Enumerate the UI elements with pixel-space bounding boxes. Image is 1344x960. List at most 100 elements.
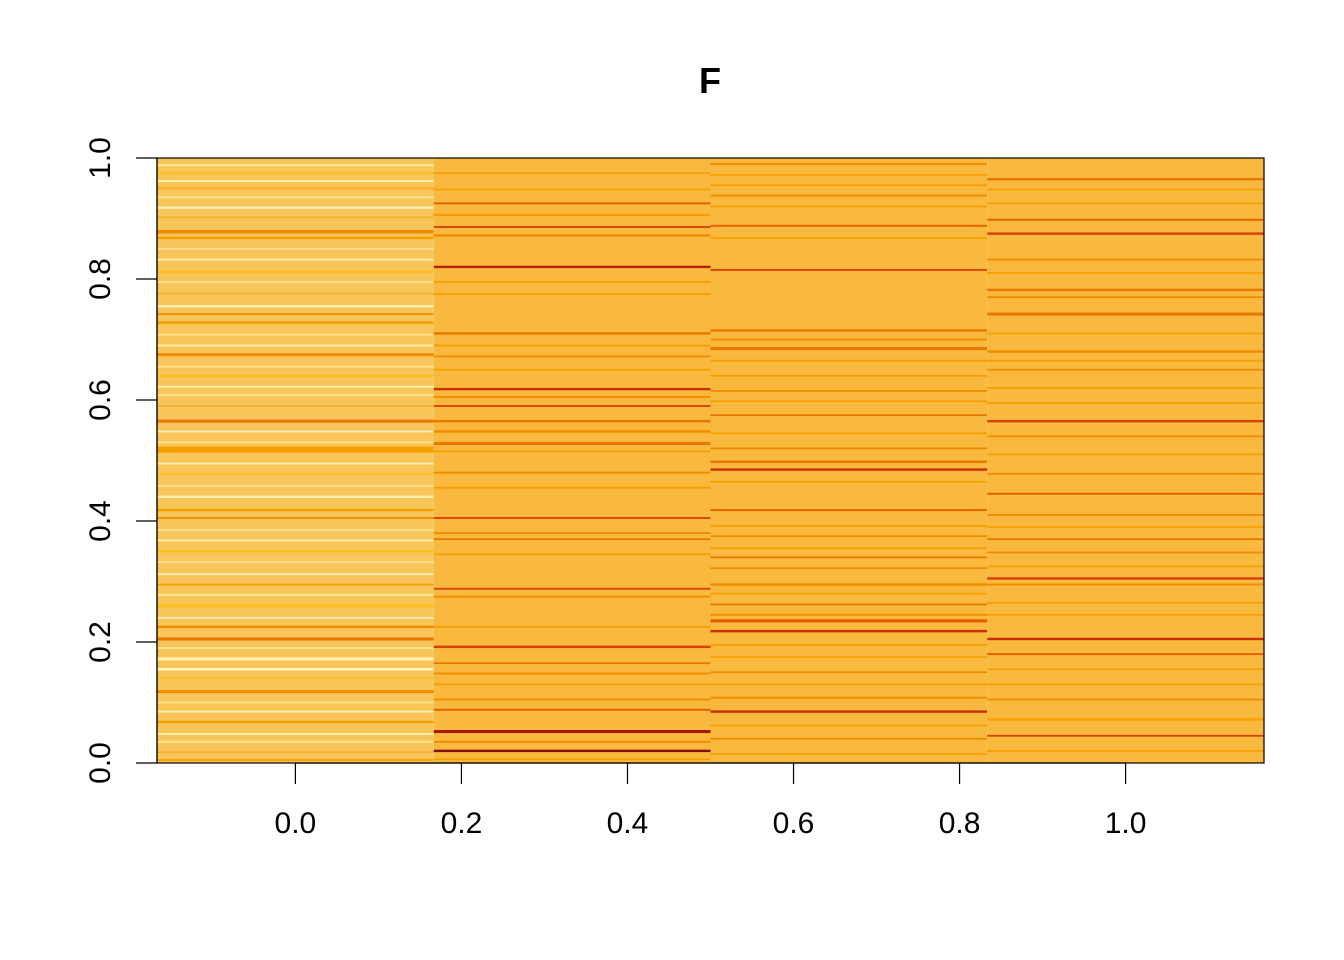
heatmap-cell-2-27 xyxy=(710,583,988,586)
heatmap-cell-1-29 xyxy=(433,645,711,649)
y-tick-label: 0.4 xyxy=(84,500,117,542)
heatmap-cell-0-11 xyxy=(157,270,434,273)
heatmap-cell-0-28 xyxy=(157,446,434,453)
heatmap-cell-2-41 xyxy=(710,753,988,755)
heatmap-cell-0-48 xyxy=(157,668,434,671)
heatmap-cell-3-21 xyxy=(987,514,1264,516)
heatmap-cell-0-19 xyxy=(157,353,434,357)
heatmap-cell-0-57 xyxy=(157,759,434,761)
heatmap-cell-0-32 xyxy=(157,495,434,499)
heatmap-cell-3-24 xyxy=(987,551,1264,554)
x-tick-label: 1.0 xyxy=(1105,807,1147,840)
heatmap-cell-0-5 xyxy=(157,206,434,209)
heatmap-cell-2-39 xyxy=(710,724,988,727)
heatmap-cell-3-1 xyxy=(987,188,1264,191)
heatmap-cell-1-13 xyxy=(433,387,711,391)
y-tick-label: 0.6 xyxy=(84,379,117,421)
heatmap-cell-3-37 xyxy=(987,749,1264,752)
heatmap-cell-2-34 xyxy=(710,656,988,659)
x-tick-label: 0.0 xyxy=(275,807,317,840)
heatmap-cell-2-37 xyxy=(710,696,988,699)
heatmap-cell-1-36 xyxy=(433,740,711,743)
heatmap-cell-0-20 xyxy=(157,365,434,368)
heatmap-cell-0-13 xyxy=(157,292,434,295)
y-axis: 0.0 0.2 0.4 0.6 0.8 1.0 xyxy=(84,137,158,784)
heatmap-cell-0-31 xyxy=(157,485,434,487)
heatmap-cell-3-28 xyxy=(987,601,1264,604)
heatmap-cell-0-15 xyxy=(157,313,434,315)
heatmap-cell-2-25 xyxy=(710,556,988,559)
heatmap-cell-0-30 xyxy=(157,472,434,475)
heatmap-cell-0-50 xyxy=(157,690,434,694)
heatmap-cell-3-12 xyxy=(987,359,1264,362)
heatmap-cell-0-23 xyxy=(157,394,434,397)
heatmap-cell-3-31 xyxy=(987,653,1264,656)
heatmap-cell-2-16 xyxy=(710,432,988,435)
heatmap-cell-2-24 xyxy=(710,547,988,550)
heatmap-cell-3-26 xyxy=(987,577,1264,580)
heatmap-cell-3-15 xyxy=(987,402,1264,404)
heatmap-cell-1-0 xyxy=(433,172,711,175)
heatmap-cell-2-22 xyxy=(710,524,988,527)
heatmap-cell-3-17 xyxy=(987,435,1264,438)
heatmap-cell-2-13 xyxy=(710,390,988,392)
heatmap-cell-0-16 xyxy=(157,321,434,324)
x-tick-label: 0.8 xyxy=(939,807,981,840)
heatmap-cell-2-23 xyxy=(710,535,988,538)
heatmap-cell-0-4 xyxy=(157,196,434,199)
heatmap-cell-1-28 xyxy=(433,625,711,628)
heatmap-cell-1-31 xyxy=(433,672,711,675)
heatmap-cell-0-42 xyxy=(157,603,434,608)
heatmap-cell-1-22 xyxy=(433,517,711,519)
heatmap-cell-0-56 xyxy=(157,751,434,754)
heatmap-cell-3-23 xyxy=(987,538,1264,541)
y-tick-label: 0.0 xyxy=(84,742,117,784)
heatmap-cell-0-52 xyxy=(157,710,434,713)
heatmap-cell-0-27 xyxy=(157,441,434,444)
heatmap-cell-1-4 xyxy=(433,226,711,228)
heatmap-cell-2-33 xyxy=(710,644,988,646)
heatmap-cell-0-40 xyxy=(157,583,434,586)
heatmap-cell-0-49 xyxy=(157,677,434,680)
heatmap-cell-3-35 xyxy=(987,718,1264,721)
heatmap-cell-0-18 xyxy=(157,344,434,347)
heatmap-cell-2-8 xyxy=(710,329,988,332)
heatmap-cell-2-31 xyxy=(710,619,988,623)
heatmap-cell-1-17 xyxy=(433,430,711,433)
heatmap-cell-0-0 xyxy=(157,164,434,167)
heatmap-cell-3-3 xyxy=(987,218,1264,221)
heatmap-cell-1-3 xyxy=(433,213,711,217)
heatmap-cell-3-14 xyxy=(987,386,1264,389)
heatmap-cell-0-47 xyxy=(157,657,434,661)
heatmap-column-1 xyxy=(433,158,711,763)
x-tick-label: 0.6 xyxy=(773,807,815,840)
heatmap-cell-2-28 xyxy=(710,592,988,595)
heatmap-cell-2-36 xyxy=(710,683,988,686)
heatmap-cell-0-55 xyxy=(157,740,434,744)
heatmap-cell-1-15 xyxy=(433,405,711,407)
heatmap-cell-0-35 xyxy=(157,529,434,531)
heatmap-cell-0-8 xyxy=(157,236,434,240)
heatmap-cell-1-21 xyxy=(433,486,711,489)
heatmap-cell-1-5 xyxy=(433,234,711,237)
heatmap-cell-0-51 xyxy=(157,701,434,704)
heatmap-cell-2-2 xyxy=(710,184,988,187)
heatmap-cell-3-25 xyxy=(987,565,1264,568)
heatmap-cell-1-27 xyxy=(433,595,711,598)
heatmap-cell-0-38 xyxy=(157,561,434,564)
heatmap-cell-3-5 xyxy=(987,258,1264,261)
heatmap-cell-3-18 xyxy=(987,453,1264,456)
heatmap-cell-3-27 xyxy=(987,583,1264,586)
heatmap-cell-1-16 xyxy=(433,419,711,423)
heatmap-cell-2-1 xyxy=(710,174,988,176)
heatmap-cell-2-40 xyxy=(710,737,988,740)
heatmap-cell-0-6 xyxy=(157,216,434,219)
heatmap-cell-3-0 xyxy=(987,177,1264,181)
heatmap-cell-3-6 xyxy=(987,272,1264,274)
heatmap-cell-1-35 xyxy=(433,730,711,734)
y-tick-label: 0.2 xyxy=(84,621,117,663)
heatmap-cell-0-25 xyxy=(157,419,434,423)
heatmap-cell-3-36 xyxy=(987,734,1264,737)
heatmap-cell-1-25 xyxy=(433,553,711,556)
heatmap-cell-2-21 xyxy=(710,509,988,512)
